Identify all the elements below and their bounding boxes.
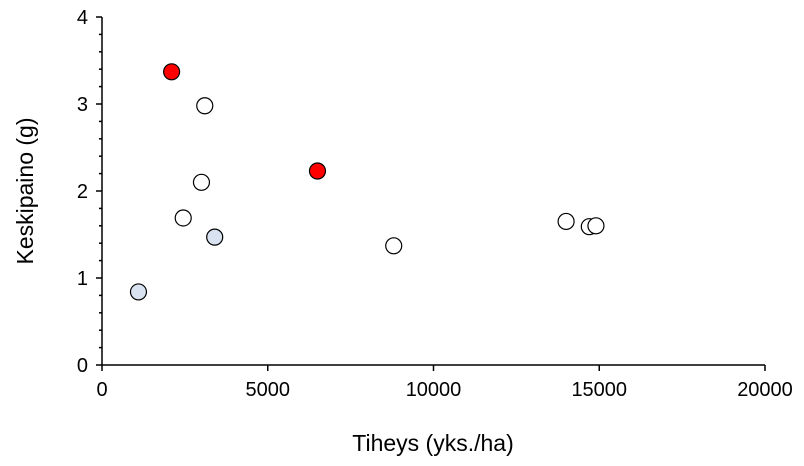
y-axis-ticks: 0 1 2 3 4	[77, 7, 102, 377]
x-tick-label: 10000	[406, 379, 462, 401]
data-point	[129, 283, 148, 301]
x-axis-ticks: 0 5000 10000 15000 20000	[96, 365, 793, 401]
plot-area	[101, 17, 765, 366]
y-tick-label: 1	[77, 268, 88, 290]
data-point	[557, 212, 575, 231]
x-tick-label: 5000	[246, 379, 291, 401]
y-tick-label: 2	[77, 181, 88, 203]
y-tick-label: 3	[77, 94, 88, 116]
x-tick-label: 15000	[571, 379, 627, 401]
data-point	[163, 63, 181, 81]
data-point	[206, 228, 224, 246]
x-tick-label: 20000	[737, 379, 793, 401]
data-point	[385, 237, 403, 255]
data-point	[587, 217, 605, 235]
data-point	[192, 173, 211, 191]
data-point	[308, 162, 327, 180]
y-tick-label: 0	[77, 355, 88, 377]
data-point	[174, 209, 192, 227]
data-point	[196, 97, 214, 115]
y-axis-title: Keskipaino (g)	[12, 117, 38, 264]
x-axis-title: Tiheys (yks./ha)	[352, 430, 513, 456]
x-tick-label: 0	[96, 379, 107, 401]
data-points	[129, 63, 605, 301]
y-tick-label: 4	[77, 7, 88, 29]
